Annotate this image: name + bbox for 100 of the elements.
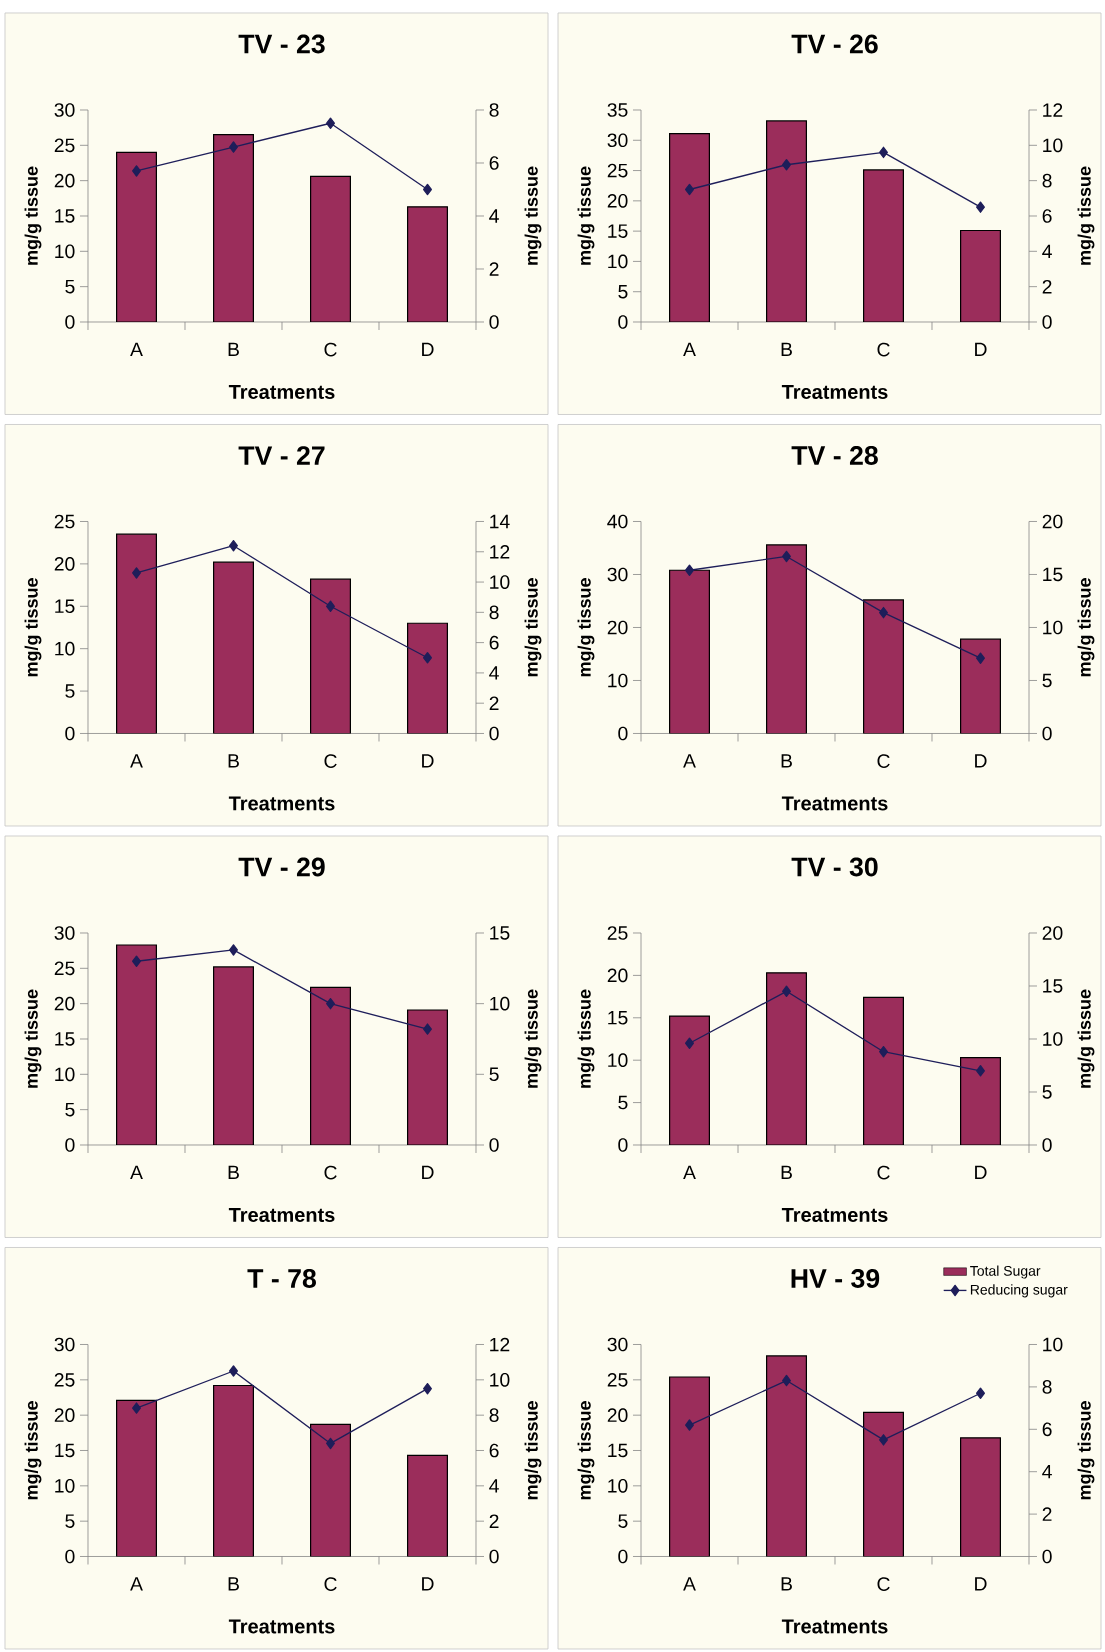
y-tick-label: 15	[55, 1032, 75, 1046]
y2-axis-title: mg/g tissue	[524, 989, 542, 1088]
x-tick-label: C	[877, 1577, 890, 1591]
x-tick-label: D	[975, 754, 987, 768]
y-tick-label: 5	[65, 279, 75, 294]
y-tick-label: 5	[618, 284, 628, 299]
y2-tick-label: 5	[1042, 1085, 1052, 1099]
y2-tick-label: 4	[1042, 1465, 1052, 1479]
bar	[766, 1355, 807, 1557]
y-tick-label: 20	[607, 193, 628, 208]
y-tick-label: 25	[54, 961, 75, 976]
y-tick-label: 5	[65, 1514, 75, 1528]
y2-tick-label: 4	[1042, 244, 1052, 258]
y-axis-title: mg/g tissue	[577, 166, 595, 265]
point	[976, 201, 985, 213]
bar	[669, 1376, 710, 1557]
y2-tick-label: 10	[1043, 1337, 1063, 1352]
y2-tick-label: 6	[1042, 1422, 1052, 1437]
x-tick-label: B	[228, 342, 239, 356]
y-tick-label: 10	[608, 673, 628, 688]
y2-tick-label: 15	[1043, 567, 1063, 582]
y2-tick-label: 10	[490, 996, 510, 1011]
y2-tick-label: 2	[489, 1514, 499, 1528]
x-tick-label: C	[877, 754, 890, 768]
y-tick-label: 0	[618, 1549, 628, 1564]
y2-tick-label: 2	[1042, 1507, 1052, 1521]
y-tick-label: 35	[607, 103, 628, 117]
y-tick-label: 15	[608, 224, 628, 238]
y-tick-label: 15	[608, 1443, 628, 1458]
y-tick-label: 5	[618, 1095, 628, 1110]
y-tick-label: 0	[65, 1549, 75, 1564]
y-tick-label: 20	[54, 996, 75, 1011]
bar	[213, 561, 254, 734]
y2-tick-label: 10	[490, 575, 510, 589]
x-tick-label: A	[683, 754, 696, 768]
y-tick-label: 25	[607, 1372, 628, 1387]
y-tick-label: 0	[65, 315, 75, 329]
y2-tick-label: 8	[489, 103, 499, 117]
x-axis-title: Treatments	[781, 385, 888, 399]
y2-axis-title: mg/g tissue	[1077, 1401, 1095, 1500]
y-tick-label: 5	[618, 1514, 628, 1528]
bar	[863, 599, 904, 734]
chart-title: HV - 39	[791, 1269, 880, 1288]
point	[685, 1037, 694, 1049]
y2-tick-label: 10	[490, 1372, 510, 1387]
y2-tick-label: 8	[489, 605, 499, 620]
y2-tick-label: 6	[1042, 209, 1052, 223]
bar	[960, 638, 1001, 734]
y-tick-label: 25	[54, 1372, 75, 1387]
y2-tick-label: 0	[489, 315, 499, 329]
y-axis-title: mg/g tissue	[24, 989, 42, 1088]
bar	[863, 1411, 904, 1557]
y2-axis-title: mg/g tissue	[1077, 989, 1095, 1088]
y-tick-label: 15	[55, 599, 75, 614]
y2-tick-label: 2	[1042, 279, 1052, 294]
y2-tick-label: 20	[1042, 514, 1063, 529]
x-tick-label: A	[130, 1165, 143, 1179]
y-tick-label: 30	[54, 103, 75, 117]
y-tick-label: 25	[607, 163, 628, 178]
x-tick-label: C	[324, 1577, 337, 1591]
y2-tick-label: 5	[1042, 673, 1052, 688]
y2-tick-label: 4	[489, 209, 499, 223]
bar	[766, 972, 807, 1145]
x-tick-label: D	[975, 1577, 987, 1591]
y-tick-label: 10	[608, 254, 628, 269]
y2-axis-title: mg/g tissue	[1077, 578, 1095, 677]
point	[229, 1365, 238, 1377]
y-axis-title: mg/g tissue	[577, 1401, 595, 1500]
x-tick-label: B	[781, 754, 792, 768]
y-tick-label: 25	[54, 138, 75, 153]
y-tick-label: 30	[54, 1337, 75, 1352]
chart-title: TV - 27	[238, 446, 325, 465]
y-tick-label: 10	[55, 1067, 75, 1082]
x-axis-title: Treatments	[781, 1208, 888, 1222]
x-tick-label: A	[683, 1577, 696, 1591]
y-axis-title: mg/g tissue	[577, 989, 595, 1088]
y2-tick-label: 15	[490, 926, 510, 940]
y-tick-label: 20	[607, 620, 628, 635]
y2-tick-label: 5	[489, 1067, 499, 1082]
y-axis-title: mg/g tissue	[24, 578, 42, 677]
y-tick-label: 20	[607, 1408, 628, 1423]
x-tick-label: D	[422, 1577, 434, 1591]
x-axis-title: Treatments	[228, 1208, 335, 1222]
y2-tick-label: 10	[1043, 138, 1063, 153]
bar	[669, 1015, 710, 1145]
x-tick-label: B	[781, 1577, 792, 1591]
bar	[960, 1057, 1001, 1145]
x-tick-label: D	[975, 342, 987, 356]
x-tick-label: A	[130, 342, 143, 356]
x-axis-title: Treatments	[781, 1619, 888, 1634]
x-tick-label: C	[324, 342, 337, 357]
x-tick-label: A	[130, 1577, 143, 1591]
bar	[213, 134, 254, 322]
point	[782, 159, 791, 171]
y2-tick-label: 0	[489, 726, 499, 741]
y-tick-label: 20	[54, 1408, 75, 1423]
y-tick-label: 10	[608, 1478, 628, 1493]
x-tick-label: B	[781, 342, 792, 356]
bar	[310, 1423, 351, 1557]
point	[132, 165, 141, 177]
